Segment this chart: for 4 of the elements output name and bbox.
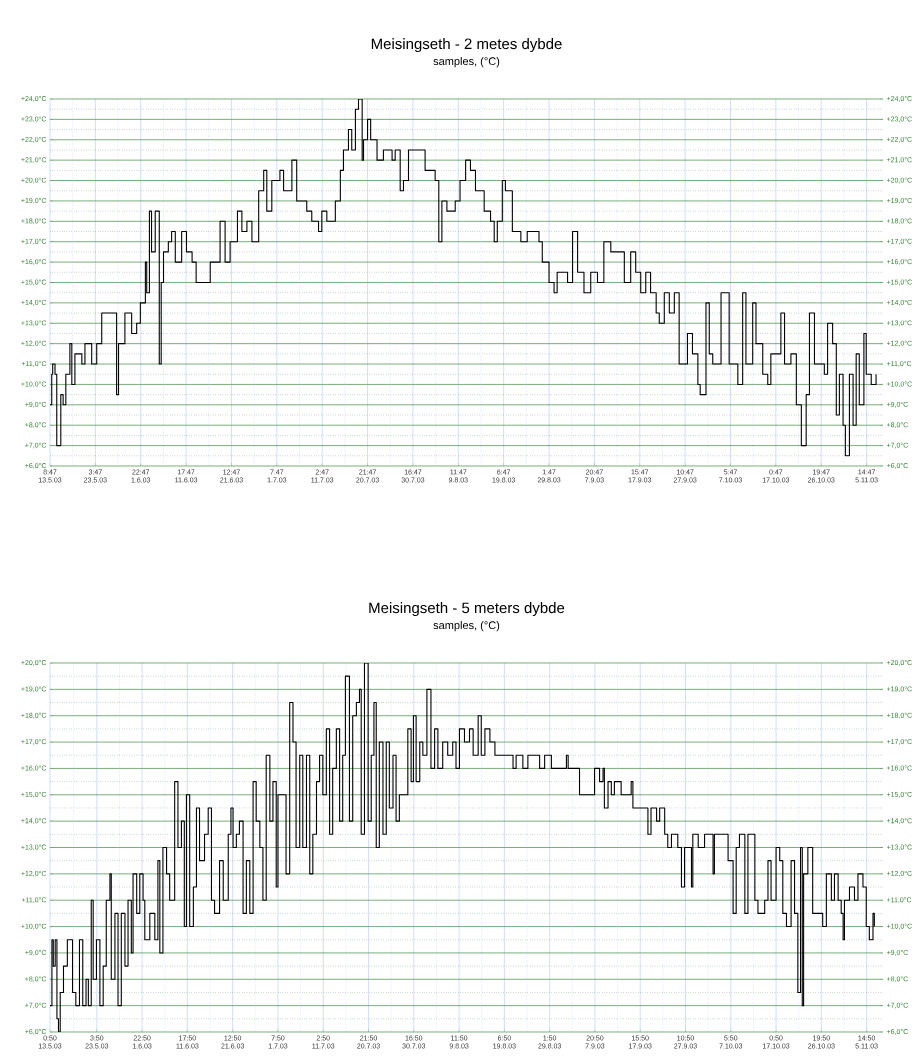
chart-subtitle: samples, (°C) bbox=[433, 57, 500, 68]
chart-title: Meisingseth - 2 metes dybde bbox=[371, 38, 562, 53]
chart-subtitle: samples, (°C) bbox=[433, 621, 500, 632]
chart-title: Meisingseth - 5 meters dybde bbox=[369, 602, 565, 617]
